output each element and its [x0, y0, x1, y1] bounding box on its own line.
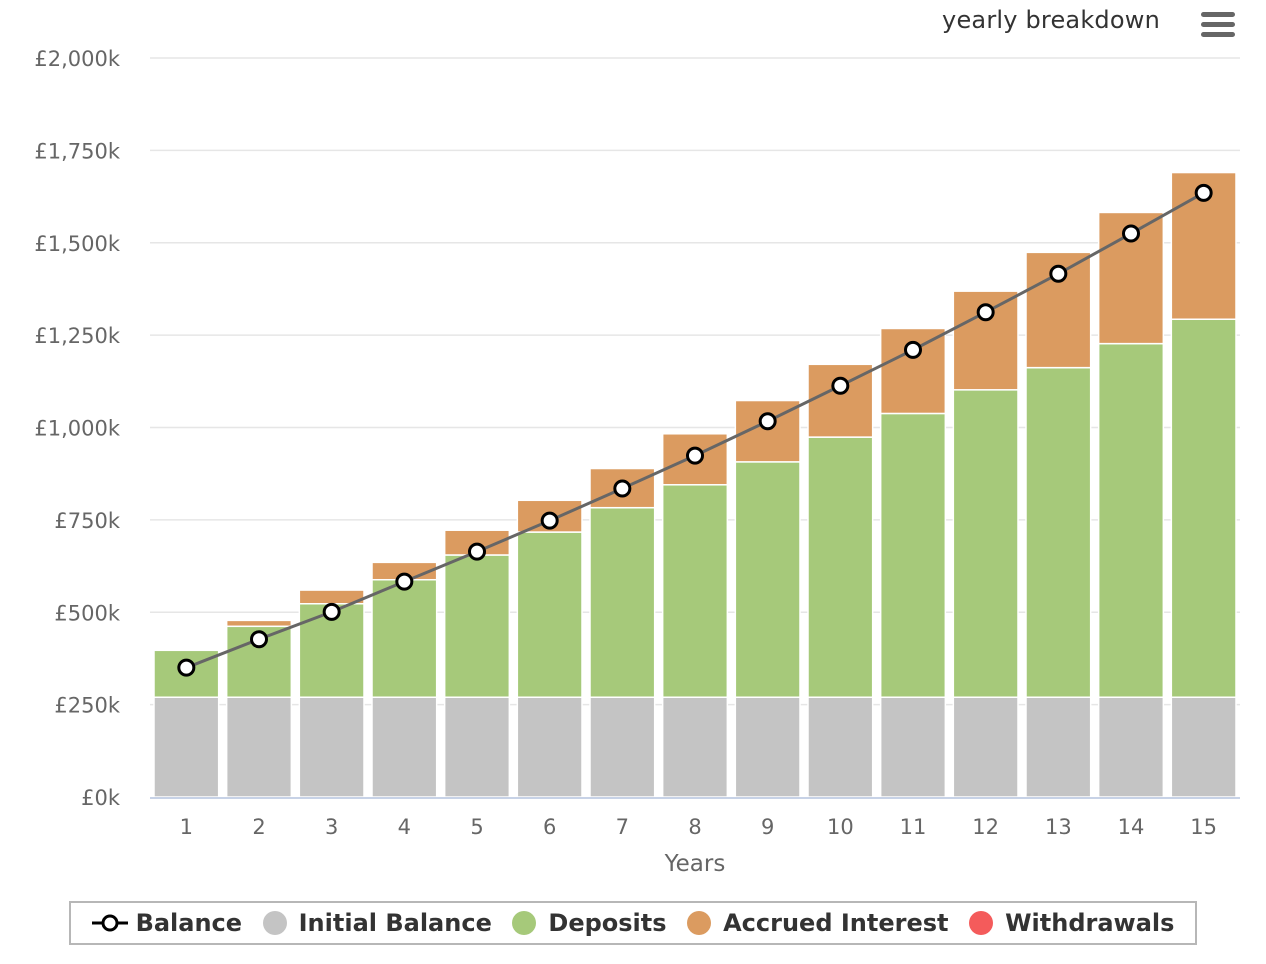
- legend-label: Initial Balance: [298, 909, 492, 937]
- balance-point: [1049, 264, 1068, 283]
- deposits-swatch-icon: [512, 911, 537, 935]
- balance-point: [1194, 183, 1213, 202]
- bar-deposits: [661, 484, 729, 698]
- bar-deposits: [1025, 366, 1092, 698]
- y-tick-label: £0k: [81, 786, 121, 810]
- x-tick-label: 2: [252, 815, 265, 839]
- initial-balance-swatch-icon: [262, 911, 287, 935]
- legend-item-balance[interactable]: Balance: [91, 909, 243, 937]
- hamburger-menu-icon[interactable]: [1196, 6, 1240, 42]
- bar-initial-balance: [952, 696, 1019, 798]
- legend-item-withdrawals[interactable]: Withdrawals: [969, 909, 1174, 937]
- balance-point: [1122, 224, 1140, 243]
- bars-group: [153, 171, 1237, 798]
- menu-bar: [1201, 21, 1235, 27]
- bar-initial-balance: [443, 696, 511, 798]
- legend-item-deposits[interactable]: Deposits: [512, 909, 667, 937]
- bar-deposits: [371, 578, 438, 698]
- bar-deposits: [1170, 318, 1237, 698]
- balance-point: [250, 630, 268, 649]
- balance-point: [613, 479, 632, 498]
- legend-label: Deposits: [548, 909, 667, 937]
- chart-legend: Balance Initial Balance Deposits Accrued…: [69, 901, 1197, 945]
- x-tick-label: 9: [761, 815, 774, 839]
- x-tick-label: 7: [616, 815, 629, 839]
- x-tick-label: 12: [972, 815, 999, 839]
- y-tick-label: £1,250k: [34, 324, 120, 348]
- x-tick-label: 13: [1045, 815, 1072, 839]
- menu-bar: [1201, 11, 1235, 17]
- bar-initial-balance: [589, 696, 656, 798]
- bar-initial-balance: [1025, 696, 1092, 798]
- chart-title: yearly breakdown: [942, 6, 1160, 34]
- x-tick-label: 5: [470, 815, 483, 839]
- bar-initial-balance: [298, 696, 365, 798]
- bar-initial-balance: [153, 696, 220, 798]
- legend-label: Withdrawals: [1005, 909, 1175, 937]
- balance-point: [904, 340, 922, 359]
- bar-initial-balance: [879, 696, 947, 798]
- bar-initial-balance: [516, 696, 583, 798]
- chart-plot: £0k £250k £500k £750k £1,000k £1,250k £1,500k £…: [34, 47, 1240, 877]
- bar-initial-balance: [734, 696, 801, 798]
- y-tick-label: £1,500k: [34, 232, 120, 256]
- legend-label: Balance: [135, 909, 243, 937]
- x-tick-label: 10: [827, 815, 854, 839]
- bar-deposits: [589, 506, 656, 698]
- balance-point: [831, 376, 850, 395]
- y-tick-label: £1,750k: [34, 139, 120, 163]
- bar-initial-balance: [225, 696, 293, 798]
- bar-deposits: [1097, 342, 1165, 698]
- x-tick-label: 8: [688, 815, 701, 839]
- balance-point: [395, 572, 414, 591]
- bar-initial-balance: [1170, 696, 1237, 798]
- balance-point: [322, 602, 341, 621]
- bar-deposits: [734, 461, 801, 698]
- balance-point: [686, 446, 704, 465]
- bar-initial-balance: [371, 696, 438, 798]
- y-tick-label: £500k: [54, 601, 120, 625]
- y-tick-label: £2,000k: [34, 47, 120, 71]
- withdrawals-swatch-icon: [969, 911, 994, 935]
- balance-point: [177, 658, 196, 677]
- bar-deposits: [443, 554, 511, 698]
- balance-point: [540, 511, 559, 530]
- x-tick-label: 1: [180, 815, 193, 839]
- bar-initial-balance: [1097, 696, 1165, 798]
- x-tick-label: 6: [543, 815, 556, 839]
- bar-initial-balance: [661, 696, 729, 798]
- menu-bar: [1201, 31, 1235, 37]
- bar-initial-balance: [807, 696, 874, 798]
- x-tick-label: 11: [900, 815, 927, 839]
- x-axis-title: Years: [664, 851, 726, 877]
- x-tick-label: 3: [325, 815, 338, 839]
- balance-point: [976, 303, 995, 322]
- bar-deposits: [952, 389, 1019, 698]
- balance-point: [468, 542, 486, 561]
- bar-deposits: [807, 436, 874, 698]
- balance-point: [758, 412, 777, 431]
- accrued-interest-swatch-icon: [687, 911, 712, 935]
- bar-accrued-interest: [225, 619, 293, 628]
- x-tick-label: 4: [398, 815, 411, 839]
- bar-deposits: [879, 412, 947, 698]
- legend-item-accrued-interest[interactable]: Accrued Interest: [687, 909, 949, 937]
- balance-line-marker-icon: [91, 914, 128, 932]
- y-tick-label: £250k: [54, 694, 120, 718]
- legend-label: Accrued Interest: [723, 909, 949, 937]
- bar-deposits: [516, 531, 583, 698]
- y-tick-label: £750k: [54, 509, 120, 533]
- x-tick-label: 15: [1190, 815, 1217, 839]
- y-tick-label: £1,000k: [34, 417, 120, 441]
- x-tick-label: 14: [1118, 815, 1145, 839]
- legend-item-initial-balance[interactable]: Initial Balance: [262, 909, 492, 937]
